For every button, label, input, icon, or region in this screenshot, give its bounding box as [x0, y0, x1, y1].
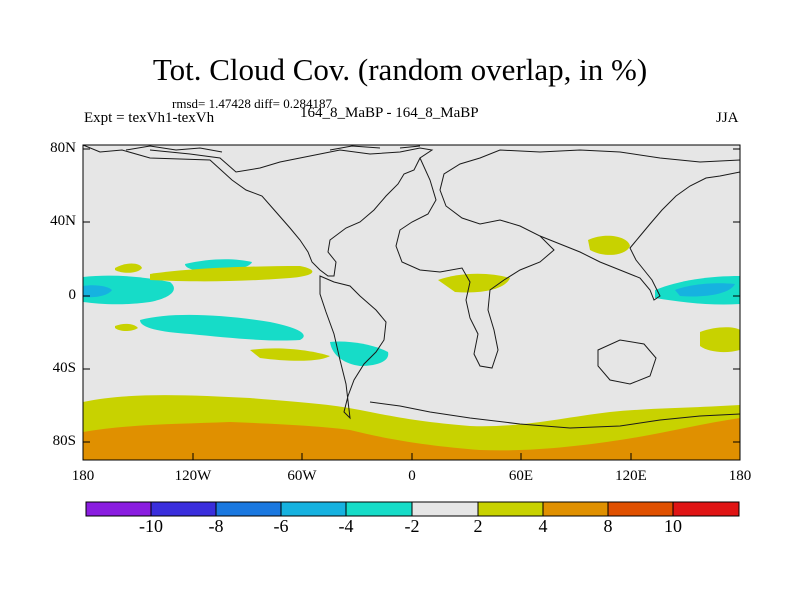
lon-tick-label: 180 — [71, 468, 95, 484]
cyan-patch-south-atlantic — [330, 341, 389, 366]
colorbar-swatch-4 — [280, 501, 347, 517]
colorbar-label: 2 — [473, 516, 483, 536]
colorbar-label: -10 — [139, 516, 163, 536]
yellow-patch-mid-pacific — [115, 263, 142, 273]
experiment-label: Expt = texVh1-texVh — [84, 110, 215, 126]
coastlines — [82, 144, 741, 429]
colorbar-label: -4 — [338, 516, 354, 536]
coastline-north-america — [82, 144, 434, 277]
cyan-patch-east-pacific — [140, 314, 304, 341]
cyan-patch-west-equator — [83, 275, 174, 305]
coastline-asia — [539, 171, 741, 301]
colorbar-label: -2 — [404, 516, 420, 536]
yellow-patch-south-pacific — [250, 348, 330, 361]
cyan-patch-west-equator-core — [83, 285, 112, 298]
colorbar-label: 4 — [538, 516, 548, 536]
colorbar-label: -8 — [208, 516, 224, 536]
colorbar-swatch-5 — [345, 501, 413, 517]
coastline-europe-africa — [395, 149, 741, 369]
map-ticks — [82, 148, 741, 460]
colorbar-label: 10 — [664, 516, 682, 536]
lon-tick-label: 120E — [615, 468, 647, 484]
colorbar-swatch-1 — [85, 501, 152, 517]
colorbar-swatch-10 — [672, 501, 740, 517]
colorbar-label: -6 — [273, 516, 289, 536]
coastline-arctic-islands — [125, 145, 421, 153]
yellow-patch-equatorial-pacific — [150, 266, 313, 282]
lat-tick-label: 80N — [50, 140, 76, 156]
colorbar-swatch-2 — [150, 501, 217, 517]
colorbar — [85, 501, 740, 517]
subtitle-text: 164_8_MaBP - 164_8_MaBP — [300, 105, 479, 121]
colorbar-swatch-3 — [215, 501, 282, 517]
lon-tick-label: 60W — [287, 468, 317, 484]
colorbar-swatch-8 — [542, 501, 609, 517]
yellow-patch-africa — [438, 273, 510, 293]
lat-tick-label: 40S — [52, 360, 76, 376]
season-label: JJA — [716, 110, 739, 126]
colorbar-label: 8 — [603, 516, 613, 536]
plot-title: Tot. Cloud Cov. (random overlap, in %) — [152, 52, 648, 87]
coastline-south-america — [319, 275, 387, 420]
lat-tick-label: 40N — [50, 213, 76, 229]
yellow-patch-south-pacific-west — [115, 323, 138, 331]
yellow-patch-east-south — [700, 327, 740, 353]
lon-tick-label: 120W — [174, 468, 212, 484]
colorbar-swatch-7 — [477, 501, 544, 517]
lon-tick-label: 0 — [408, 468, 416, 484]
lon-tick-label: 60E — [508, 468, 534, 484]
lat-tick-label: 80S — [52, 433, 76, 449]
yellow-patch-north-pacific-east — [588, 235, 630, 255]
lat-tick-label: 0 — [68, 287, 77, 303]
coastline-antarctica — [369, 401, 741, 429]
coastline-australia — [597, 339, 657, 385]
cyan-patch-east-equator-core — [675, 283, 735, 297]
colorbar-swatch-6 — [411, 501, 479, 517]
colorbar-swatch-9 — [607, 501, 674, 517]
lon-tick-label: 180 — [728, 468, 752, 484]
southern-band-orange — [83, 418, 740, 460]
stats-text: rmsd= 1.47428 diff= 0.284187 — [172, 96, 332, 111]
